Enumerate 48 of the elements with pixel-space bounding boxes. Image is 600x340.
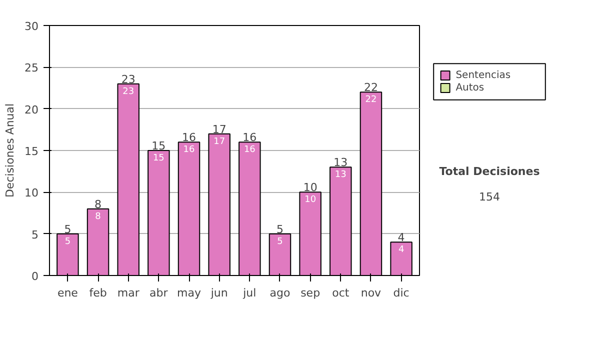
total-label: 15 (152, 140, 166, 152)
text: 154 (479, 190, 500, 204)
total-label: 23 (121, 72, 136, 86)
data-label: 17 (214, 136, 226, 147)
data-label: 13 (334, 170, 346, 180)
data-label: 16 (183, 145, 196, 156)
data-label: 15 (152, 154, 164, 164)
text: Total Decisiones (439, 165, 540, 178)
y-tick-label: 10 (24, 186, 39, 200)
x-tick-label: mar (117, 286, 140, 300)
total-label: 5 (64, 222, 72, 236)
total-label: 5 (276, 222, 284, 236)
data-label: 23 (122, 86, 134, 97)
total-label: 16 (242, 131, 257, 144)
y-tick-label: 5 (32, 228, 38, 242)
y-tick-label: 25 (24, 62, 39, 75)
data-label: 5 (277, 236, 283, 247)
x-tick-label: oct (332, 286, 350, 300)
x-tick-label: ene (57, 286, 78, 300)
total-label: 4 (398, 231, 405, 244)
x-tick-label: abr (150, 286, 168, 300)
total-label: 13 (334, 156, 348, 170)
total-label: 8 (94, 198, 102, 211)
data-label: 5 (64, 236, 71, 247)
y-tick-label: 20 (24, 103, 39, 116)
legend-label: Sentencias (456, 70, 511, 81)
x-tick-label: jun (210, 286, 228, 300)
y-tick-label: 30 (24, 20, 39, 33)
total-label: 17 (212, 122, 226, 136)
x-tick-label: nov (360, 286, 382, 300)
data-label: 16 (244, 145, 256, 156)
total-label: 10 (303, 181, 318, 194)
data-label: 10 (304, 195, 316, 206)
data-label: 4 (398, 245, 404, 256)
total-label: 16 (182, 131, 196, 144)
total-label: 22 (364, 81, 378, 94)
y-tick-label: 15 (24, 145, 39, 158)
y-tick-label: 0 (32, 270, 38, 283)
y-axis-title: Decisiones Anual (4, 103, 17, 198)
data-label: 8 (95, 212, 102, 222)
legend-label: Autos (456, 82, 484, 94)
x-tick-label: jul (242, 286, 256, 300)
x-tick-label: dic (393, 286, 410, 300)
data-label: 22 (365, 95, 377, 106)
x-tick-label: may (177, 286, 202, 300)
x-tick-label: ago (270, 286, 290, 300)
x-tick-label: sep (300, 286, 320, 300)
x-tick-label: feb (89, 286, 107, 300)
